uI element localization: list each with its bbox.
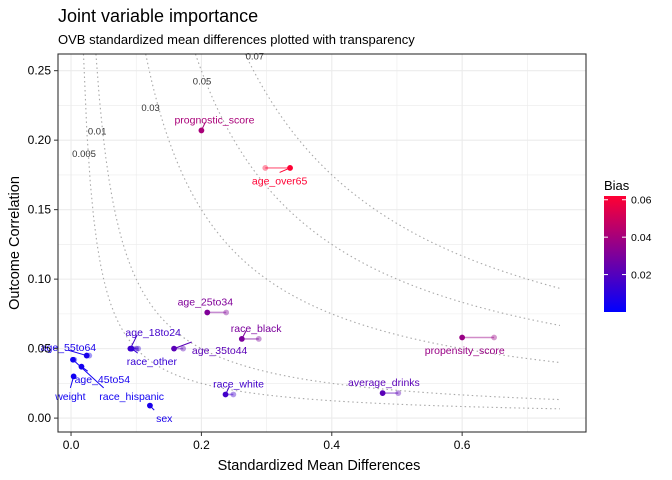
x-tick-label: 0.4	[323, 438, 340, 452]
contour-line	[244, 54, 561, 289]
y-tick-label: 0.15	[28, 203, 52, 217]
x-axis-title: Standardized Mean Differences	[218, 458, 421, 474]
point-alt-age_25to34	[223, 309, 230, 316]
legend-ticks: 0.02 0.04 0.06	[604, 195, 652, 282]
point-label-race_white: race_white	[213, 378, 264, 390]
point-propensity_score	[459, 334, 466, 341]
point-label-average_drinks: average_drinks	[348, 377, 420, 389]
legend-tick-label: 0.04	[631, 232, 652, 244]
x-tick-label: 0.0	[63, 438, 80, 452]
point-label-age_55to64: age_55to64	[41, 342, 97, 354]
label-leader-race_other	[131, 348, 139, 354]
y-tick-label: 0.10	[28, 272, 52, 286]
point-label-age_35to44: age_35to44	[192, 345, 248, 357]
contour-line	[194, 54, 561, 327]
chart-title: Joint variable importance	[58, 6, 258, 26]
y-tick-label: 0.05	[28, 342, 52, 356]
contour-lines	[82, 54, 561, 410]
y-tick-label: 0.00	[28, 411, 52, 425]
legend-tick-label: 0.02	[631, 270, 652, 282]
x-tick-label: 0.2	[193, 438, 210, 452]
label-leader-weight	[69, 376, 75, 389]
contour-line	[95, 54, 560, 401]
label-leader-race_black	[241, 330, 247, 340]
point-label-age_18to24: age_18to24	[125, 327, 181, 339]
contour-label: 0.05	[193, 77, 212, 88]
point-alt-average_drinks	[395, 390, 402, 396]
axes: 0.0 0.2 0.4 0.6 0.00 0.05 0.10 0.15 0.20 0.25	[28, 53, 587, 452]
label-leader-age_over65	[279, 167, 291, 173]
point-labels: prognostic_score age_over65 age_25to34race…	[41, 114, 505, 425]
point-label-prognostic_score: prognostic_score	[174, 114, 254, 126]
label-leader-age_18to24	[129, 334, 138, 349]
y-tick-label: 0.25	[28, 64, 52, 78]
contour-label: 0.01	[88, 127, 107, 138]
point-label-age_over65: age_over65	[252, 175, 308, 187]
contour-line	[145, 54, 560, 364]
point-label-weight: weight	[54, 391, 85, 403]
label-leader-age_35to44	[173, 341, 192, 350]
contour-label: 0.07	[246, 52, 265, 63]
legend-tick-label: 0.06	[631, 195, 652, 207]
label-leader-race_hispanic	[72, 359, 104, 389]
contour-label: 0.005	[72, 149, 96, 160]
bias-legend: Bias 0.02 0.04 0.06	[604, 178, 652, 312]
y-tick-label: 0.20	[28, 133, 52, 147]
label-leader-age_45to54	[81, 366, 89, 372]
contour-label: 0.03	[141, 103, 160, 114]
point-alt-race_white	[230, 391, 237, 398]
point-age_25to34	[204, 309, 211, 316]
y-axis-title: Outcome Correlation	[7, 176, 23, 310]
point-alt-age_over65	[262, 165, 269, 171]
label-leader-age_55to64	[68, 349, 87, 357]
label-leader-prognostic_score	[200, 122, 206, 131]
contour-labels: 0.005 0.01 0.03 0.05 0.07	[72, 52, 264, 160]
grid-lines	[58, 54, 586, 432]
contour-line	[82, 54, 560, 410]
chart-subtitle: OVB standardized mean differences plotte…	[58, 32, 415, 47]
point-label-propensity_score: propensity_score	[425, 345, 505, 357]
data-points	[70, 127, 497, 409]
point-label-race_black: race_black	[231, 323, 283, 335]
point-label-race_hispanic: race_hispanic	[99, 391, 164, 403]
legend-colorbar	[604, 196, 626, 312]
point-alt-age_18to24	[133, 345, 140, 352]
point-label-race_other: race_other	[127, 356, 178, 368]
point-label-age_25to34: age_25to34	[178, 296, 234, 308]
panel-border	[57, 53, 587, 433]
label-leader-sex	[149, 405, 155, 411]
point-alt-age_35to44	[180, 345, 187, 352]
point-alt-race_black	[255, 335, 262, 342]
point-label-age_45to54: age_45to54	[75, 374, 131, 386]
legend-title: Bias	[604, 178, 630, 193]
point-label-sex: sex	[156, 413, 173, 425]
point-alt-race_other	[135, 345, 142, 352]
label-leader-race_white	[225, 386, 230, 395]
point-average_drinks	[379, 390, 386, 396]
x-tick-label: 0.6	[454, 438, 471, 452]
point-alt-propensity_score	[491, 334, 497, 341]
